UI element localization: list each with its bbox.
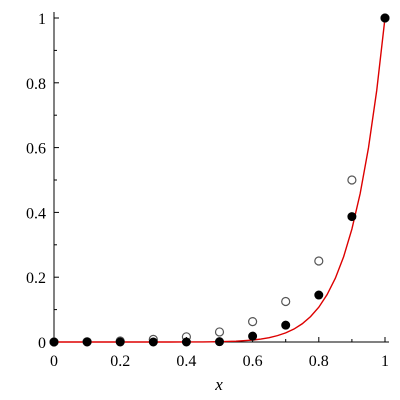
open-circle-point: [214, 327, 225, 337]
open-circle-point: [248, 316, 258, 327]
x-tick-label: 1: [381, 353, 389, 370]
filled-circle-point: [115, 337, 125, 347]
filled-circle-point: [82, 337, 92, 347]
axes: [53, 12, 389, 343]
filled-circle-point: [380, 13, 390, 23]
ticks: 0 0.2 0.4 0.6 0.8 1 0 0.2 0.4 0.6 0.8 1: [26, 11, 389, 370]
filled-circle-point: [181, 337, 191, 347]
x-tick-label: 0: [50, 353, 58, 370]
open-circle-point: [281, 296, 291, 307]
filled-circle-point: [347, 212, 357, 222]
filled-circle-point: [281, 320, 291, 330]
y-tick-label: 0.2: [26, 270, 46, 287]
filled-circle-point: [49, 337, 59, 347]
filled-circle-point: [148, 337, 158, 347]
x-tick-label: 0.8: [309, 353, 329, 370]
open-circle-point: [347, 175, 357, 185]
filled-circle-point: [248, 331, 258, 341]
plot-area: [49, 13, 390, 347]
x-tick-label: 0.4: [176, 353, 196, 370]
curve-line: [54, 17, 386, 343]
x-tick-label: 0.6: [243, 353, 263, 370]
open-circle-point: [314, 256, 324, 266]
y-tick-label: 0.8: [26, 76, 46, 93]
y-tick-label: 1: [38, 11, 46, 28]
x-axis-title: x: [214, 375, 223, 394]
x-tick-label: 0.2: [110, 353, 130, 370]
filled-circle-point: [314, 290, 324, 300]
y-tick-label: 0.4: [26, 205, 46, 222]
filled-circle-point: [215, 337, 224, 347]
y-tick-label: 0: [38, 335, 46, 352]
y-tick-label: 0.6: [26, 141, 46, 158]
